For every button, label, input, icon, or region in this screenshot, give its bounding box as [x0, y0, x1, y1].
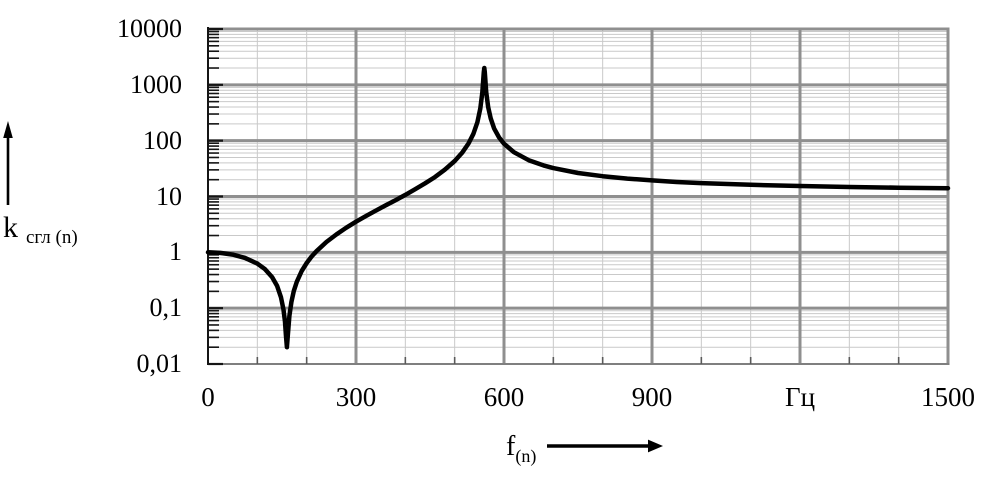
- y-axis-title-symbol: k: [3, 211, 18, 244]
- y-tick-label: 1: [169, 237, 182, 267]
- response-curve: [205, 65, 951, 350]
- x-tick-label: 1500: [921, 382, 975, 412]
- y-tick-label: 10000: [117, 14, 182, 43]
- x-axis-title-symbol: f: [506, 431, 516, 462]
- y-tick-label: 0,1: [149, 293, 183, 323]
- x-unit-label: Гц: [784, 382, 816, 412]
- x-tick-label: 0: [201, 382, 215, 412]
- y-tick-label: 1000: [130, 69, 182, 99]
- x-tick-label: 300: [335, 382, 377, 412]
- up-arrow-icon: [3, 121, 13, 138]
- y-axis-title-subscript: сгл (n): [26, 227, 78, 248]
- x-axis-title-subscript: (n): [515, 446, 537, 466]
- x-axis-title: f(n): [506, 431, 537, 466]
- y-tick-label: 100: [143, 125, 182, 155]
- right-arrow-icon: [648, 439, 663, 453]
- y-axis-title: k сгл (n): [3, 211, 78, 248]
- x-tick-label: 900: [631, 382, 673, 412]
- y-tick-label: 10: [156, 181, 182, 211]
- y-tick-label: 0,01: [136, 349, 183, 378]
- x-tick-label: 600: [483, 382, 525, 412]
